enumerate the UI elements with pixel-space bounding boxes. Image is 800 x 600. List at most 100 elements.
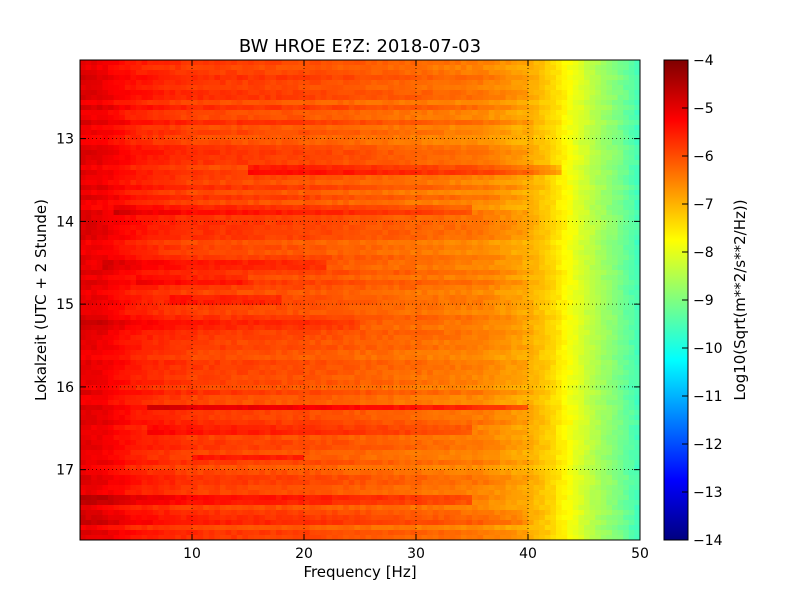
heatmap-cell bbox=[113, 85, 120, 91]
heatmap-cell bbox=[326, 160, 333, 166]
heatmap-cell bbox=[522, 150, 529, 156]
heatmap-cell bbox=[589, 305, 596, 311]
heatmap-cell bbox=[281, 160, 288, 166]
heatmap-cell bbox=[477, 280, 484, 286]
heatmap-cell bbox=[595, 100, 602, 106]
heatmap-cell bbox=[567, 95, 574, 101]
heatmap-cell bbox=[623, 210, 630, 216]
heatmap-cell bbox=[91, 105, 98, 111]
heatmap-cell bbox=[360, 240, 367, 246]
heatmap-cell bbox=[589, 165, 596, 171]
heatmap-cell bbox=[298, 155, 305, 161]
heatmap-cell bbox=[248, 300, 255, 306]
heatmap-cell bbox=[427, 155, 434, 161]
heatmap-cell bbox=[136, 150, 143, 156]
heatmap-cell bbox=[376, 230, 383, 236]
heatmap-cell bbox=[80, 125, 87, 131]
heatmap-cell bbox=[516, 110, 523, 116]
heatmap-cell bbox=[516, 180, 523, 186]
heatmap-cell bbox=[522, 75, 529, 81]
heatmap-cell bbox=[348, 195, 355, 201]
heatmap-cell bbox=[108, 275, 115, 281]
heatmap-cell bbox=[505, 120, 512, 126]
heatmap-cell bbox=[85, 155, 92, 161]
heatmap-cell bbox=[466, 195, 473, 201]
heatmap-cell bbox=[399, 125, 406, 131]
heatmap-cell bbox=[432, 165, 439, 171]
heatmap-cell bbox=[91, 75, 98, 81]
heatmap-cell bbox=[628, 225, 635, 231]
heatmap-cell bbox=[85, 110, 92, 116]
heatmap-cell bbox=[332, 280, 339, 286]
heatmap-cell bbox=[253, 155, 260, 161]
heatmap-cell bbox=[186, 220, 193, 226]
heatmap-cell bbox=[248, 195, 255, 201]
heatmap-cell bbox=[466, 155, 473, 161]
heatmap-cell bbox=[500, 170, 507, 176]
heatmap-cell bbox=[236, 75, 243, 81]
heatmap-cell bbox=[432, 105, 439, 111]
heatmap-cell bbox=[287, 75, 294, 81]
heatmap-cell bbox=[253, 185, 260, 191]
heatmap-cell bbox=[158, 225, 165, 231]
heatmap-cell bbox=[354, 180, 361, 186]
heatmap-cell bbox=[556, 160, 563, 166]
heatmap-cell bbox=[119, 215, 126, 221]
heatmap-cell bbox=[500, 185, 507, 191]
heatmap-cell bbox=[141, 270, 148, 276]
heatmap-cell bbox=[550, 285, 557, 291]
heatmap-cell bbox=[214, 165, 221, 171]
heatmap-cell bbox=[136, 85, 143, 91]
heatmap-cell bbox=[276, 90, 283, 96]
heatmap-cell bbox=[589, 295, 596, 301]
heatmap-cell bbox=[516, 185, 523, 191]
heatmap-cell bbox=[483, 100, 490, 106]
heatmap-cell bbox=[85, 220, 92, 226]
heatmap-cell bbox=[208, 60, 215, 66]
heatmap-cell bbox=[236, 80, 243, 86]
heatmap-cell bbox=[561, 60, 568, 66]
heatmap-cell bbox=[556, 150, 563, 156]
heatmap-cell bbox=[192, 280, 199, 286]
heatmap-cell bbox=[102, 265, 109, 271]
heatmap-cell bbox=[589, 230, 596, 236]
heatmap-cell bbox=[91, 235, 98, 241]
heatmap-cell bbox=[382, 255, 389, 261]
heatmap-cell bbox=[522, 245, 529, 251]
heatmap-cell bbox=[276, 190, 283, 196]
heatmap-cell bbox=[343, 110, 350, 116]
heatmap-cell bbox=[85, 240, 92, 246]
heatmap-cell bbox=[511, 290, 518, 296]
heatmap-cell bbox=[113, 275, 120, 281]
heatmap-cell bbox=[399, 230, 406, 236]
heatmap-cell bbox=[516, 195, 523, 201]
heatmap-cell bbox=[444, 255, 451, 261]
heatmap-cell bbox=[354, 270, 361, 276]
heatmap-cell bbox=[505, 155, 512, 161]
heatmap-cell bbox=[231, 265, 238, 271]
heatmap-cell bbox=[80, 160, 87, 166]
heatmap-cell bbox=[248, 65, 255, 71]
heatmap-cell bbox=[505, 60, 512, 66]
heatmap-cell bbox=[276, 115, 283, 121]
heatmap-cell bbox=[91, 225, 98, 231]
heatmap-cell bbox=[343, 255, 350, 261]
heatmap-cell bbox=[376, 195, 383, 201]
heatmap-cell bbox=[242, 60, 249, 66]
heatmap-cell bbox=[208, 140, 215, 146]
heatmap-cell bbox=[320, 200, 327, 206]
heatmap-cell bbox=[617, 250, 624, 256]
heatmap-cell bbox=[175, 200, 182, 206]
heatmap-cell bbox=[595, 260, 602, 266]
heatmap-cell bbox=[578, 210, 585, 216]
heatmap-cell bbox=[460, 225, 467, 231]
heatmap-cell bbox=[287, 270, 294, 276]
heatmap-cell bbox=[494, 305, 501, 311]
heatmap-cell bbox=[399, 90, 406, 96]
heatmap-cell bbox=[225, 120, 232, 126]
heatmap-cell bbox=[231, 95, 238, 101]
heatmap-cell bbox=[287, 155, 294, 161]
heatmap-cell bbox=[455, 235, 462, 241]
heatmap-cell bbox=[628, 185, 635, 191]
heatmap-cell bbox=[572, 180, 579, 186]
